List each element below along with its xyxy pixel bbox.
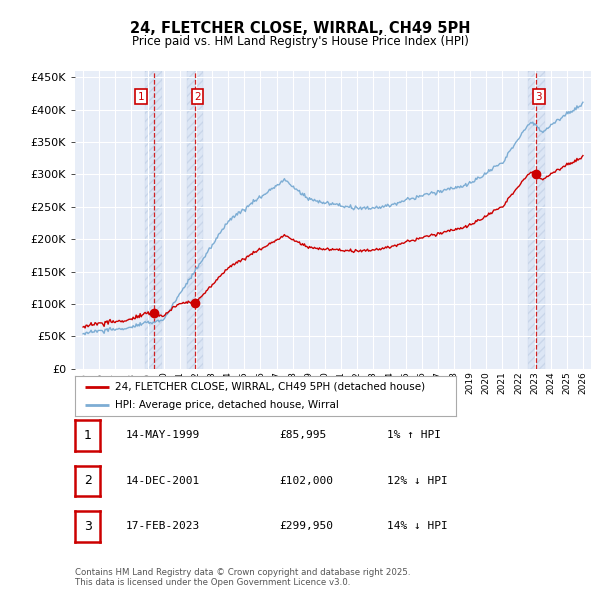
Text: 1% ↑ HPI: 1% ↑ HPI [387, 431, 441, 440]
Text: 24, FLETCHER CLOSE, WIRRAL, CH49 5PH: 24, FLETCHER CLOSE, WIRRAL, CH49 5PH [130, 21, 470, 35]
Text: HPI: Average price, detached house, Wirral: HPI: Average price, detached house, Wirr… [115, 400, 339, 410]
Text: 14-DEC-2001: 14-DEC-2001 [126, 476, 200, 486]
Text: 1: 1 [83, 429, 92, 442]
Text: 14-MAY-1999: 14-MAY-1999 [126, 431, 200, 440]
Text: Price paid vs. HM Land Registry's House Price Index (HPI): Price paid vs. HM Land Registry's House … [131, 35, 469, 48]
Text: 2: 2 [83, 474, 92, 487]
Text: Contains HM Land Registry data © Crown copyright and database right 2025.
This d: Contains HM Land Registry data © Crown c… [75, 568, 410, 587]
Text: 24, FLETCHER CLOSE, WIRRAL, CH49 5PH (detached house): 24, FLETCHER CLOSE, WIRRAL, CH49 5PH (de… [115, 382, 425, 392]
Bar [529, 71, 545, 369]
Bar [529, 71, 545, 369]
Text: 1: 1 [137, 91, 144, 101]
Text: £85,995: £85,995 [279, 431, 326, 440]
Text: 2: 2 [194, 91, 201, 101]
Text: £299,950: £299,950 [279, 522, 333, 531]
Text: 12% ↓ HPI: 12% ↓ HPI [387, 476, 448, 486]
Bar [187, 71, 203, 369]
Text: £102,000: £102,000 [279, 476, 333, 486]
Text: 3: 3 [83, 520, 92, 533]
Bar [145, 71, 161, 369]
Text: 14% ↓ HPI: 14% ↓ HPI [387, 522, 448, 531]
Text: 17-FEB-2023: 17-FEB-2023 [126, 522, 200, 531]
Bar [145, 71, 161, 369]
Text: 3: 3 [536, 91, 542, 101]
Bar [187, 71, 203, 369]
